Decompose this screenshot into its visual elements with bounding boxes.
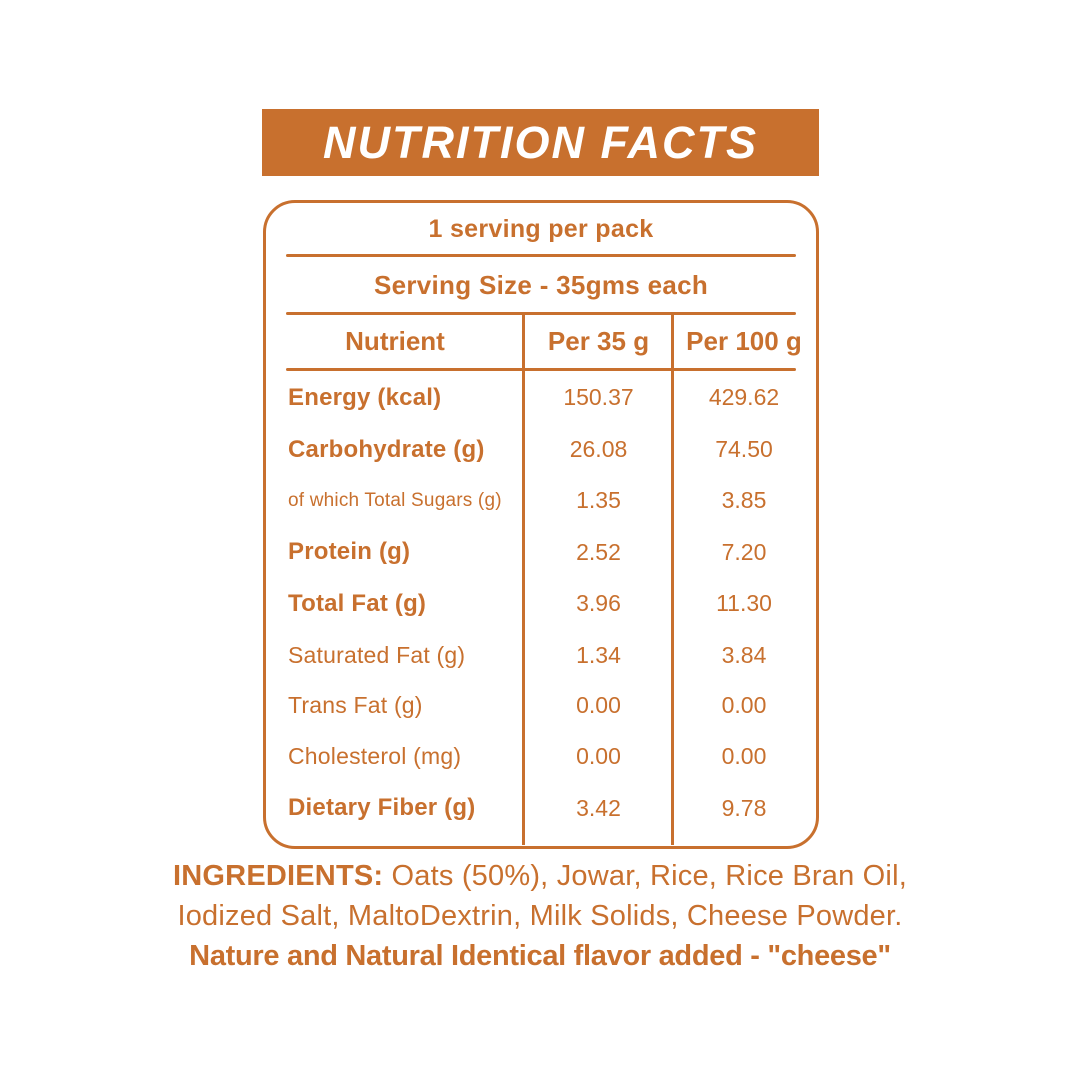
divider-rule <box>286 312 796 315</box>
divider-rule <box>286 368 796 371</box>
value-per100: 429.62 <box>708 384 780 411</box>
table-row: Energy (kcal) 150.37 429.62 <box>266 384 816 412</box>
table-row: Dietary Fiber (g) 3.42 9.78 <box>266 794 816 822</box>
nutrient-name: Energy (kcal) <box>288 383 442 411</box>
value-per100: 9.78 <box>721 794 767 821</box>
table-row: Protein (g) 2.52 7.20 <box>266 538 816 566</box>
servings-per-pack-text: 1 serving per pack <box>428 214 654 243</box>
ingredients-heading: INGREDIENTS: <box>173 860 384 892</box>
value-per35: 26.08 <box>569 436 628 463</box>
ingredients-block: INGREDIENTS: Oats (50%), Jowar, Rice, Ri… <box>0 856 1080 976</box>
nutrition-panel: 1 serving per pack Serving Size - 35gms … <box>263 200 819 849</box>
nutrient-name: Carbohydrate (g) <box>288 435 485 463</box>
ingredients-line-3: Nature and Natural Identical flavor adde… <box>189 940 891 972</box>
table-row: Total Fat (g) 3.96 11.30 <box>266 590 816 618</box>
value-per35: 2.52 <box>576 538 621 565</box>
column-divider <box>671 312 674 845</box>
ingredients-line-1: INGREDIENTS: Oats (50%), Jowar, Rice, Ri… <box>0 856 1080 896</box>
nutrient-name: Trans Fat (g) <box>288 692 423 719</box>
nutrient-name: Dietary Fiber (g) <box>288 794 476 821</box>
nutrient-name: of which Total Sugars (g) <box>288 489 502 511</box>
value-per35: 150.37 <box>563 384 634 411</box>
value-per100: 0.00 <box>721 743 767 770</box>
nutrient-name: Total Fat (g) <box>288 589 427 617</box>
value-per100: 3.85 <box>721 487 767 514</box>
value-per35: 1.35 <box>576 487 621 514</box>
table-row: Trans Fat (g) 0.00 0.00 <box>266 692 816 719</box>
table-row: Carbohydrate (g) 26.08 74.50 <box>266 436 816 464</box>
value-per100: 3.84 <box>721 641 767 668</box>
value-per35: 0.00 <box>576 743 621 770</box>
value-per35: 1.34 <box>576 641 621 668</box>
column-header-per100: Per 100 g <box>686 326 802 356</box>
title-banner: NUTRITION FACTS <box>262 109 819 176</box>
table-row: Saturated Fat (g) 1.34 3.84 <box>266 642 816 669</box>
value-per100: 11.30 <box>716 590 772 617</box>
page-title: NUTRITION FACTS <box>323 116 758 168</box>
ingredients-line-1-text: Oats (50%), Jowar, Rice, Rice Bran Oil, <box>383 860 907 892</box>
ingredients-line-2: Iodized Salt, MaltoDextrin, Milk Solids,… <box>177 900 903 932</box>
value-per35: 0.00 <box>576 692 621 719</box>
column-divider <box>522 312 525 845</box>
nutrient-table-body: Energy (kcal) 150.37 429.62 Carbohydrate… <box>266 372 816 834</box>
column-header-nutrient: Nutrient <box>345 326 445 356</box>
serving-size-text: Serving Size - 35gms each <box>373 269 709 300</box>
table-header-row: Nutrient Per 35 g Per 100 g <box>266 315 816 368</box>
column-header-per35: Per 35 g <box>547 326 650 356</box>
value-per35: 3.96 <box>576 590 621 617</box>
nutrient-name: Saturated Fat (g) <box>288 641 466 668</box>
value-per100: 7.20 <box>721 538 767 565</box>
value-per100: 0.00 <box>721 692 767 719</box>
nutrient-name: Cholesterol (mg) <box>288 743 462 770</box>
divider-rule <box>286 254 796 257</box>
table-row: of which Total Sugars (g) 1.35 3.85 <box>266 487 816 514</box>
table-row: Cholesterol (mg) 0.00 0.00 <box>266 743 816 770</box>
value-per35: 3.42 <box>576 794 621 821</box>
value-per100: 74.50 <box>715 436 773 463</box>
nutrient-name: Protein (g) <box>288 538 411 566</box>
